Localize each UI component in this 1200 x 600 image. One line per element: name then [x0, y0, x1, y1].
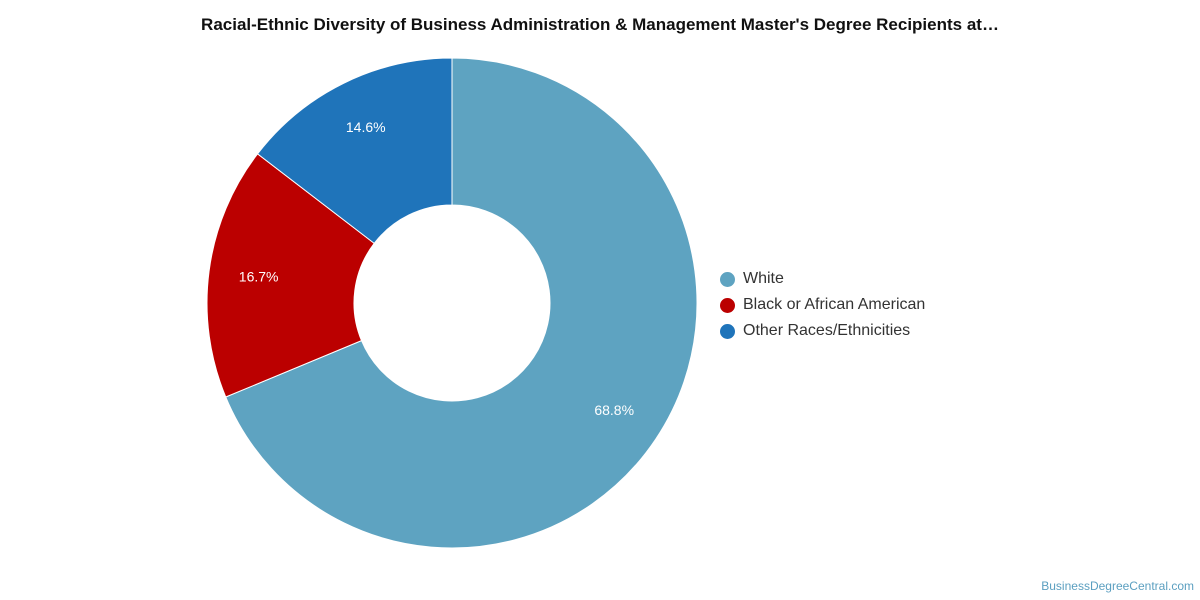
slice-label-0: 68.8% [594, 402, 634, 418]
donut-slice-1[interactable] [206, 153, 375, 398]
legend-item-1[interactable]: Black or African American [720, 292, 925, 318]
legend-label-1: Black or African American [743, 296, 926, 313]
legend-label-2: Other Races/Ethnicities [743, 322, 911, 339]
legend-label-0: White [743, 270, 784, 287]
donut-slice-2[interactable] [256, 57, 453, 245]
legend-item-2[interactable]: Other Races/Ethnicities [720, 318, 925, 344]
slice-label-2: 14.6% [346, 119, 386, 135]
watermark: BusinessDegreeCentral.com [1041, 579, 1194, 593]
donut-slice-0[interactable] [225, 57, 698, 549]
slice-label-1: 16.7% [239, 268, 279, 284]
legend-swatch-1 [720, 297, 735, 313]
legend-swatch-0 [720, 271, 735, 287]
legend-swatch-2 [720, 323, 735, 339]
legend-item-0[interactable]: White [720, 266, 925, 292]
legend: White Black or African American Other Race… [720, 266, 925, 344]
donut-slice-labels: 68.8% 16.7% 14.6% [239, 119, 634, 418]
donut-slices [206, 57, 698, 549]
chart-title: Racial-Ethnic Diversity of Business Admi… [201, 15, 999, 34]
